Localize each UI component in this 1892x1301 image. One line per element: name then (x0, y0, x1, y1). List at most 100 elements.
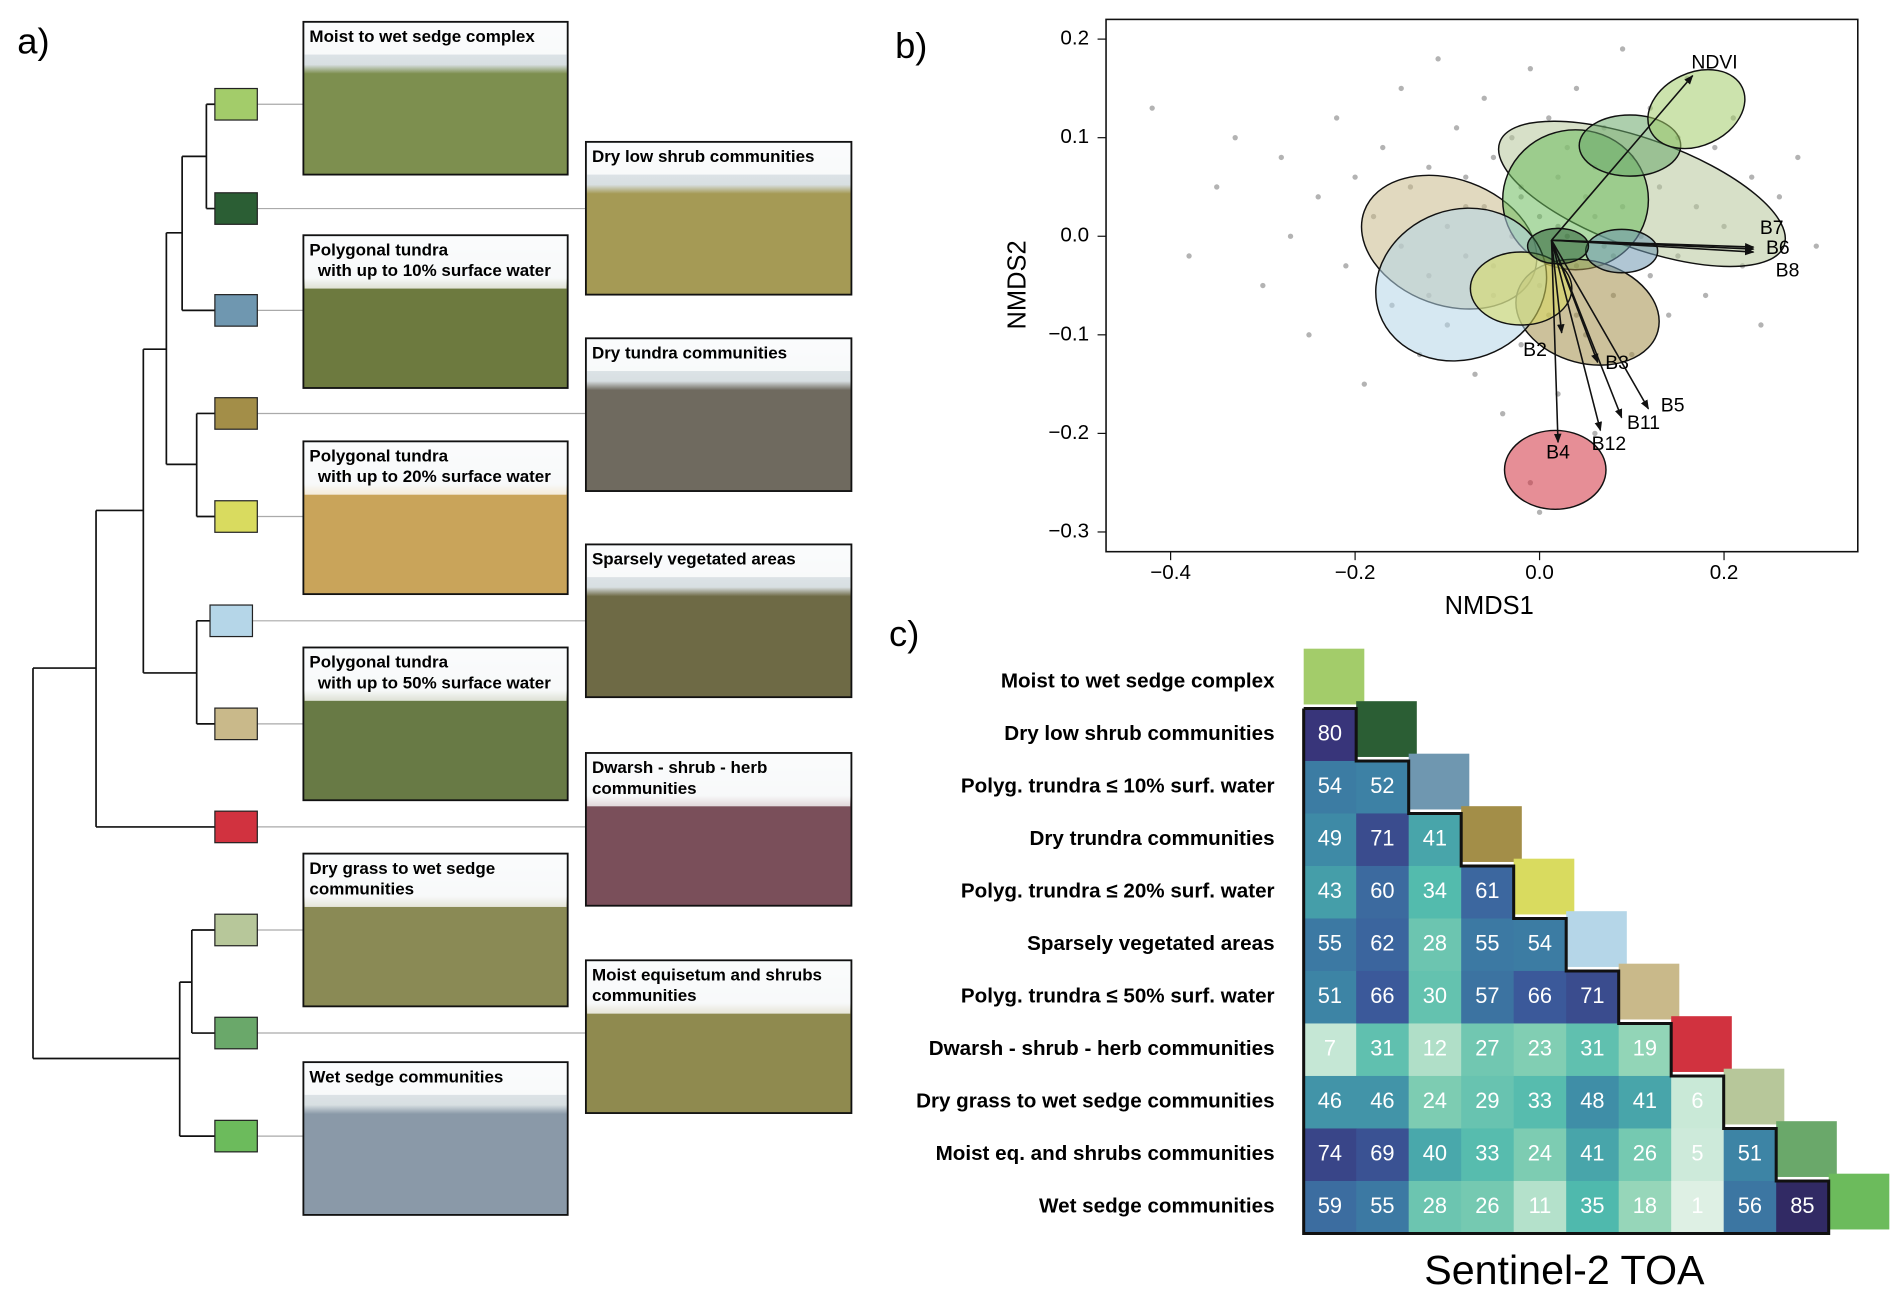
cell (1461, 1128, 1515, 1182)
photo-caption: with up to 50% surface water (317, 673, 551, 692)
cell (1461, 1075, 1515, 1130)
cell-label: 18 (1633, 1193, 1657, 1218)
x-tick-label: −0.2 (1335, 561, 1376, 584)
vector-label: NDVI (1691, 52, 1737, 74)
cell-label: 80 (1318, 720, 1342, 745)
class-swatch (214, 87, 258, 121)
point (1333, 115, 1340, 121)
cell-label: 7 (1324, 1035, 1336, 1060)
class-swatch (214, 1119, 258, 1153)
diagonal-swatch (1356, 701, 1417, 757)
diagonal-swatch (1303, 648, 1365, 705)
class-swatch (214, 294, 258, 327)
photo-caption: communities (309, 879, 414, 898)
vector (1550, 240, 1602, 432)
point (1426, 164, 1432, 170)
point (1380, 144, 1386, 151)
point (1186, 253, 1192, 259)
point (1536, 509, 1543, 515)
cell (1618, 1128, 1672, 1182)
point (1361, 381, 1367, 387)
cell (1461, 865, 1515, 920)
cell (1566, 1075, 1620, 1130)
photo-caption-band (304, 23, 567, 55)
cell (1671, 1180, 1725, 1235)
point (1149, 105, 1155, 111)
photo-caption-band (304, 236, 567, 289)
point (1758, 322, 1764, 328)
cell (1356, 970, 1410, 1025)
point (1702, 292, 1709, 299)
photo-caption-band (304, 854, 567, 907)
cell (1356, 1023, 1410, 1077)
cell-label: 55 (1318, 930, 1342, 955)
cell (1408, 1128, 1462, 1182)
row-label: Moist eq. and shrubs communities (936, 1142, 1275, 1165)
cell-label: 40 (1423, 1140, 1447, 1165)
photo-caption-band (304, 648, 567, 701)
cell (1303, 813, 1357, 867)
cell (1408, 865, 1462, 920)
diagonal-swatch (1723, 1068, 1785, 1125)
y-tick-label: 0.1 (1060, 125, 1089, 148)
x-tick-label: 0.2 (1710, 561, 1739, 584)
point (1306, 332, 1312, 338)
cell (1303, 970, 1357, 1025)
cell (1566, 970, 1620, 1025)
class-swatch (209, 604, 254, 638)
row-label: Moist to wet sedge complex (1001, 670, 1275, 693)
cell (1408, 813, 1462, 867)
photo-caption: Polygonal tundra (309, 240, 448, 259)
cell (1408, 970, 1462, 1025)
y-tick-label: −0.3 (1048, 519, 1089, 542)
cell (1513, 1075, 1567, 1130)
point (1232, 135, 1238, 141)
cell-label: 46 (1370, 1088, 1394, 1113)
photo-caption: Wet sedge communities (309, 1067, 503, 1086)
point (1278, 154, 1284, 161)
cell (1356, 760, 1410, 815)
panel-label: a) (17, 20, 49, 61)
matrix-outline (1302, 706, 1831, 1235)
photo-caption-band (587, 754, 851, 807)
cell (1408, 1023, 1462, 1077)
cell-label: 69 (1370, 1140, 1394, 1165)
row-label: Dry trundra communities (1030, 827, 1275, 850)
vector-label: B8 (1776, 260, 1800, 282)
cell (1356, 1128, 1410, 1182)
y-tick-label: 0.2 (1060, 27, 1089, 50)
cell (1461, 970, 1515, 1025)
vector (1550, 240, 1565, 334)
point (1592, 430, 1598, 437)
photo-caption: with up to 10% surface water (317, 261, 551, 280)
cell-label: 54 (1528, 930, 1552, 955)
point (1287, 233, 1294, 239)
cell (1356, 813, 1410, 867)
point (1343, 263, 1349, 269)
vector-label: B4 (1546, 441, 1570, 463)
class-swatch (214, 1016, 258, 1050)
class-swatch (214, 810, 258, 844)
cell-label: 55 (1475, 930, 1499, 955)
cell-label: 26 (1475, 1193, 1499, 1218)
cell-label: 41 (1633, 1088, 1657, 1113)
ellipse (1503, 429, 1607, 511)
cell-label: 52 (1370, 773, 1394, 798)
cell-label: 24 (1528, 1140, 1552, 1165)
cell (1618, 1075, 1672, 1130)
point (1352, 174, 1358, 180)
photo-caption: Polygonal tundra (309, 447, 448, 466)
cell-label: 33 (1528, 1088, 1552, 1113)
point (1647, 273, 1653, 279)
diagonal-swatch (1828, 1173, 1890, 1230)
cell (1618, 1180, 1672, 1235)
cell-label: 24 (1423, 1088, 1447, 1113)
cell (1408, 1180, 1462, 1235)
cell-label: 26 (1633, 1140, 1657, 1165)
cell-label: 46 (1318, 1088, 1342, 1113)
cell-label: 11 (1529, 1193, 1552, 1218)
cell-label: 34 (1423, 878, 1447, 903)
photo-caption: communities (592, 779, 697, 798)
diagonal-swatch (1776, 1121, 1837, 1177)
cell (1408, 918, 1462, 972)
